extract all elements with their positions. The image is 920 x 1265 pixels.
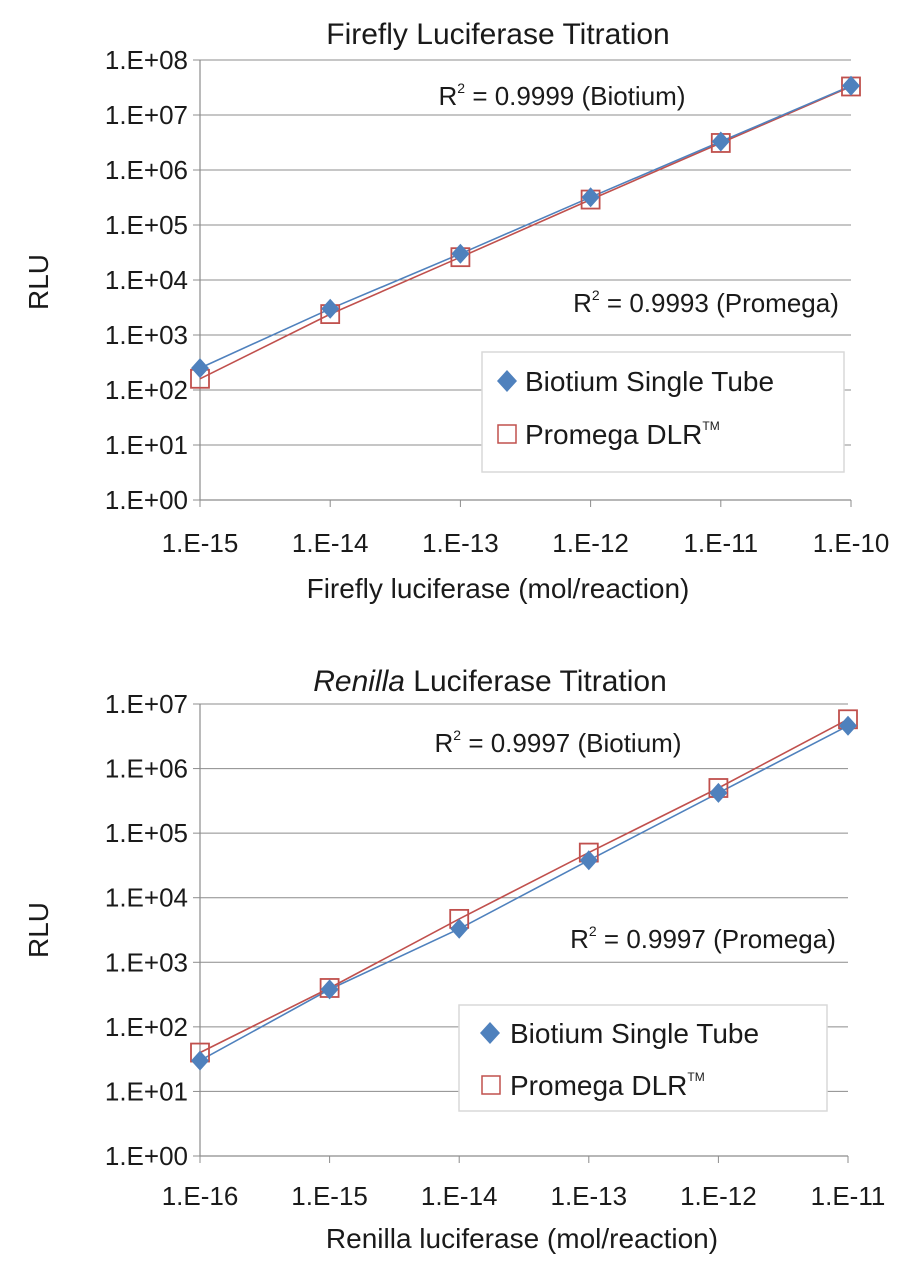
legend-label-biotium: Biotium Single Tube [510, 1018, 759, 1049]
legend-label-biotium: Biotium Single Tube [525, 366, 774, 397]
series-line-biotium [199, 725, 849, 1062]
legend-box [458, 1004, 828, 1112]
series-markers [190, 709, 858, 1071]
y-tick-label: 1.E+00 [105, 1141, 188, 1171]
axes [193, 59, 852, 507]
y-tick-label: 1.E+08 [105, 45, 188, 75]
y-tick-label: 1.E+03 [105, 947, 188, 977]
series-lines [199, 85, 852, 380]
series-line-promega [199, 718, 849, 1054]
y-tick-label: 1.E+05 [105, 210, 188, 240]
x-tick-label: 1.E-14 [292, 528, 369, 558]
data-point-biotium [191, 1050, 209, 1071]
y-tick-label: 1.E+05 [105, 818, 188, 848]
legend: Biotium Single Tube Promega DLRTM [481, 351, 845, 473]
legend-square-marker [497, 424, 517, 444]
x-tick-labels: 1.E-15 1.E-14 1.E-13 1.E-12 1.E-11 1.E-10 [162, 528, 890, 558]
y-tick-labels: 1.E+00 1.E+01 1.E+02 1.E+03 1.E+04 1.E+05 1.E+… [105, 45, 188, 515]
x-tick-label: 1.E-10 [813, 528, 890, 558]
y-tick-label: 1.E+02 [105, 1012, 188, 1042]
y-tick-label: 1.E+06 [105, 155, 188, 185]
annotation-r2-promega: R2 = 0.9993 (Promega) [573, 287, 839, 318]
y-tick-label: 1.E+04 [105, 265, 188, 295]
data-point-biotium [321, 298, 340, 319]
series-line-promega [199, 85, 852, 380]
x-tick-label: 1.E-12 [552, 528, 629, 558]
annotation-r2-biotium: R2 = 0.9999 (Biotium) [439, 80, 686, 111]
annotation-r2-biotium: R2 = 0.9997 (Biotium) [435, 727, 682, 758]
x-tick-label: 1.E-12 [680, 1181, 757, 1211]
x-tick-labels: 1.E-16 1.E-15 1.E-14 1.E-13 1.E-12 1.E-11 [162, 1181, 886, 1211]
data-point-biotium [450, 918, 469, 939]
y-tick-label: 1.E+00 [105, 485, 188, 515]
firefly-chart: Firefly Luciferase Titration 1.E+001.E+0… [23, 18, 889, 604]
data-point-biotium [451, 243, 470, 264]
data-point-biotium [711, 131, 730, 152]
legend-box [481, 351, 845, 473]
x-tick-label: 1.E-13 [550, 1181, 627, 1211]
y-tick-label: 1.E+03 [105, 320, 188, 350]
legend-label-promega: Promega DLRTM [525, 419, 720, 450]
y-tick-label: 1.E+01 [105, 1076, 188, 1106]
y-tick-label: 1.E+04 [105, 883, 188, 913]
series-line-biotium [199, 85, 852, 369]
chart-title: Renilla Luciferase Titration [313, 665, 667, 698]
chart-title: Firefly Luciferase Titration [326, 18, 669, 51]
x-axis-label: Firefly luciferase (mol/reaction) [307, 573, 690, 604]
data-point-biotium [839, 715, 857, 736]
legend-diamond-marker [480, 1022, 500, 1044]
x-tick-label: 1.E-14 [421, 1181, 498, 1211]
annotation-r2-promega: R2 = 0.9997 (Promega) [570, 923, 836, 954]
x-tick-label: 1.E-11 [683, 528, 758, 558]
x-tick-label: 1.E-13 [422, 528, 499, 558]
legend: Biotium Single Tube Promega DLRTM [458, 1004, 828, 1112]
series-lines [199, 718, 849, 1062]
renilla-chart: Renilla Luciferase Titration 1.E+001.E+0… [23, 665, 885, 1254]
axes [193, 703, 849, 1163]
y-tick-labels: 1.E+00 1.E+01 1.E+02 1.E+03 1.E+04 1.E+05 1.E+… [105, 689, 188, 1171]
y-tick-label: 1.E+01 [105, 430, 188, 460]
data-point-biotium [579, 850, 598, 871]
data-point-biotium [320, 979, 339, 1000]
data-point-biotium [842, 75, 860, 96]
legend-label-promega: Promega DLRTM [510, 1070, 705, 1101]
legend-square-marker [481, 1075, 501, 1095]
data-point-biotium [581, 187, 600, 208]
x-tick-label: 1.E-15 [291, 1181, 368, 1211]
y-axis-label: RLU [23, 902, 54, 958]
legend-diamond-marker [497, 370, 517, 392]
data-point-biotium [191, 358, 209, 379]
y-tick-label: 1.E+06 [105, 754, 188, 784]
y-tick-label: 1.E+07 [105, 689, 188, 719]
x-axis-label: Renilla luciferase (mol/reaction) [326, 1223, 718, 1254]
y-tick-label: 1.E+07 [105, 100, 188, 130]
series-markers [190, 75, 861, 389]
y-axis-label: RLU [23, 254, 54, 310]
y-tick-label: 1.E+02 [105, 375, 188, 405]
x-tick-label: 1.E-11 [811, 1181, 886, 1211]
x-tick-label: 1.E-15 [162, 528, 239, 558]
data-point-biotium [709, 782, 728, 803]
x-tick-label: 1.E-16 [162, 1181, 239, 1211]
